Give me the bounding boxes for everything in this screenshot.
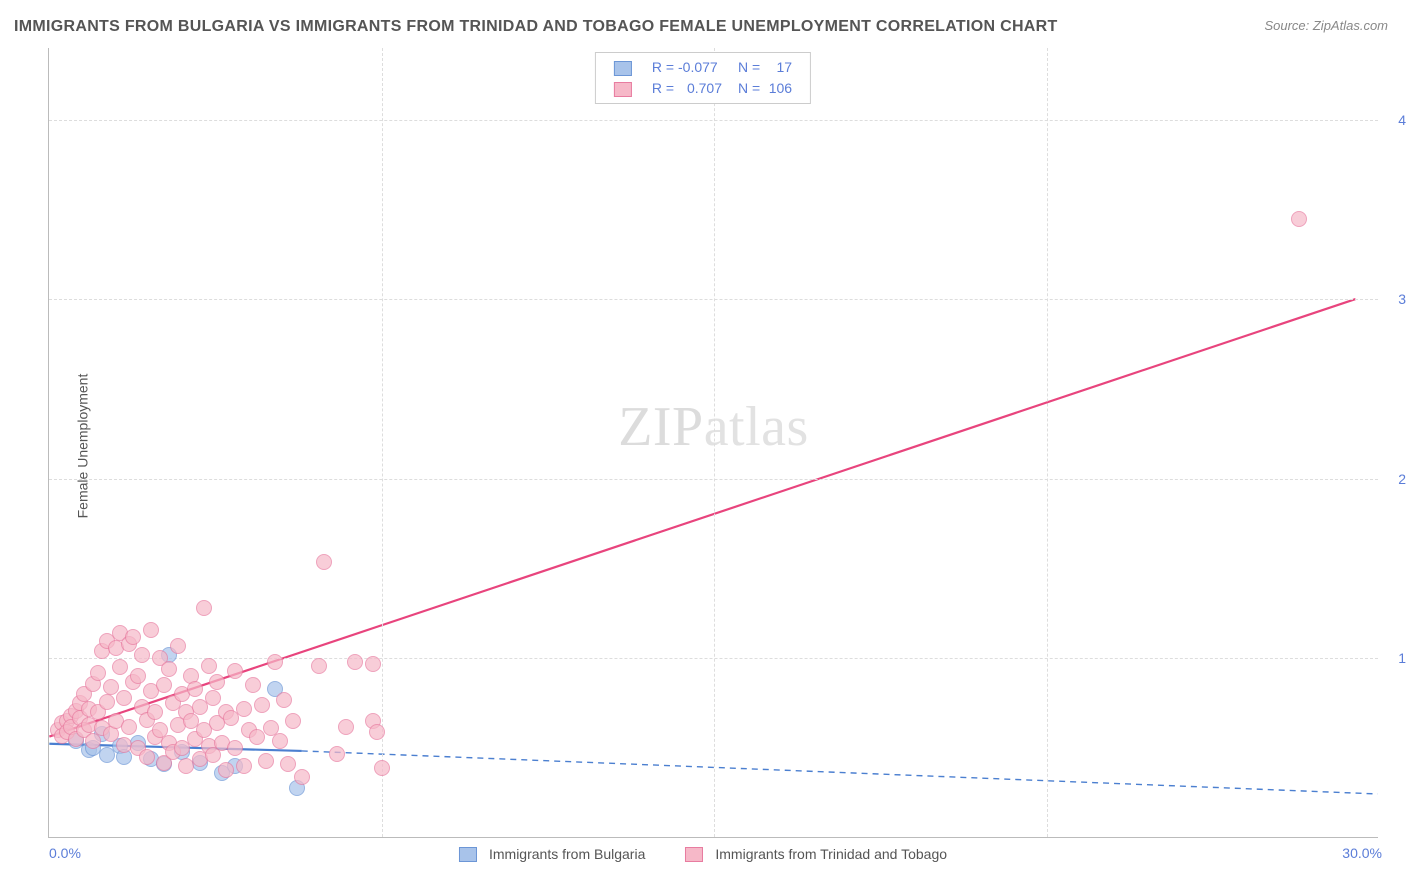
scatter-point-series-1 <box>294 769 310 785</box>
scatter-point-series-1 <box>147 704 163 720</box>
regression-line-dashed-series-0 <box>302 751 1378 794</box>
scatter-point-series-1 <box>227 740 243 756</box>
y-tick-label: 40.0% <box>1388 112 1406 128</box>
legend-item-0: Immigrants from Bulgaria <box>459 846 645 862</box>
scatter-point-series-1 <box>205 690 221 706</box>
scatter-point-series-1 <box>156 677 172 693</box>
scatter-point-series-1 <box>374 760 390 776</box>
gridline-v <box>1047 48 1048 837</box>
scatter-point-series-1 <box>112 659 128 675</box>
scatter-point-series-1 <box>236 758 252 774</box>
swatch-series-1 <box>614 82 632 97</box>
stat-row-series-1: R = 0.707 N = 106 <box>606 78 800 99</box>
scatter-point-series-1 <box>121 719 137 735</box>
scatter-point-series-1 <box>258 753 274 769</box>
scatter-point-series-1 <box>170 638 186 654</box>
y-tick-label: 20.0% <box>1388 471 1406 487</box>
legend-swatch-0 <box>459 847 477 862</box>
stat-legend: R = -0.077 N = 17 R = 0.707 N = 106 <box>595 52 811 104</box>
r-label-0: R = <box>652 59 678 75</box>
scatter-point-series-1 <box>245 677 261 693</box>
scatter-point-series-1 <box>365 656 381 672</box>
legend-label-1: Immigrants from Trinidad and Tobago <box>715 846 947 862</box>
bottom-legend: Immigrants from Bulgaria Immigrants from… <box>459 846 947 862</box>
chart-container: IMMIGRANTS FROM BULGARIA VS IMMIGRANTS F… <box>0 0 1406 892</box>
scatter-point-series-1 <box>254 697 270 713</box>
scatter-point-series-1 <box>90 665 106 681</box>
source-label: Source: ZipAtlas.com <box>1264 18 1388 33</box>
legend-item-1: Immigrants from Trinidad and Tobago <box>685 846 947 862</box>
scatter-point-series-1 <box>161 661 177 677</box>
scatter-point-series-1 <box>311 658 327 674</box>
stat-row-series-0: R = -0.077 N = 17 <box>606 57 800 78</box>
legend-label-0: Immigrants from Bulgaria <box>489 846 645 862</box>
r-value-0: -0.077 <box>678 59 718 75</box>
chart-title: IMMIGRANTS FROM BULGARIA VS IMMIGRANTS F… <box>14 18 1058 36</box>
scatter-point-series-1 <box>338 719 354 735</box>
n-label-0: N = <box>738 59 764 75</box>
n-value-0: 17 <box>764 59 792 75</box>
scatter-point-series-1 <box>267 654 283 670</box>
scatter-point-series-1 <box>285 713 301 729</box>
scatter-point-series-1 <box>139 749 155 765</box>
gridline-v <box>714 48 715 837</box>
swatch-series-0 <box>614 61 632 76</box>
scatter-point-series-1 <box>347 654 363 670</box>
scatter-point-series-1 <box>276 692 292 708</box>
x-tick-label: 30.0% <box>1342 845 1382 861</box>
scatter-point-series-1 <box>143 622 159 638</box>
y-tick-label: 30.0% <box>1388 291 1406 307</box>
watermark-prefix: ZIP <box>618 396 704 458</box>
r-label-1: R = <box>652 80 678 96</box>
scatter-point-series-1 <box>236 701 252 717</box>
n-value-1: 106 <box>764 80 792 96</box>
scatter-point-series-1 <box>196 600 212 616</box>
n-label-1: N = <box>738 80 764 96</box>
scatter-point-series-1 <box>134 647 150 663</box>
r-value-1: 0.707 <box>678 80 722 96</box>
scatter-point-series-1 <box>316 554 332 570</box>
scatter-point-series-1 <box>99 694 115 710</box>
scatter-point-series-1 <box>1291 211 1307 227</box>
scatter-point-series-1 <box>187 681 203 697</box>
scatter-point-series-1 <box>209 674 225 690</box>
scatter-point-series-1 <box>201 658 217 674</box>
scatter-point-series-1 <box>218 762 234 778</box>
gridline-v <box>382 48 383 837</box>
scatter-point-series-1 <box>369 724 385 740</box>
scatter-point-series-1 <box>280 756 296 772</box>
scatter-point-series-1 <box>125 629 141 645</box>
y-tick-label: 10.0% <box>1388 650 1406 666</box>
legend-swatch-1 <box>685 847 703 862</box>
scatter-point-series-1 <box>130 668 146 684</box>
scatter-point-series-1 <box>272 733 288 749</box>
watermark-suffix: atlas <box>704 396 809 458</box>
scatter-point-series-1 <box>227 663 243 679</box>
scatter-point-series-1 <box>116 690 132 706</box>
plot-area: ZIPatlas 10.0%20.0%30.0%40.0%0.0%30.0% <box>48 48 1378 838</box>
x-tick-label: 0.0% <box>49 845 81 861</box>
regression-line-solid-series-1 <box>49 299 1355 737</box>
scatter-point-series-1 <box>329 746 345 762</box>
